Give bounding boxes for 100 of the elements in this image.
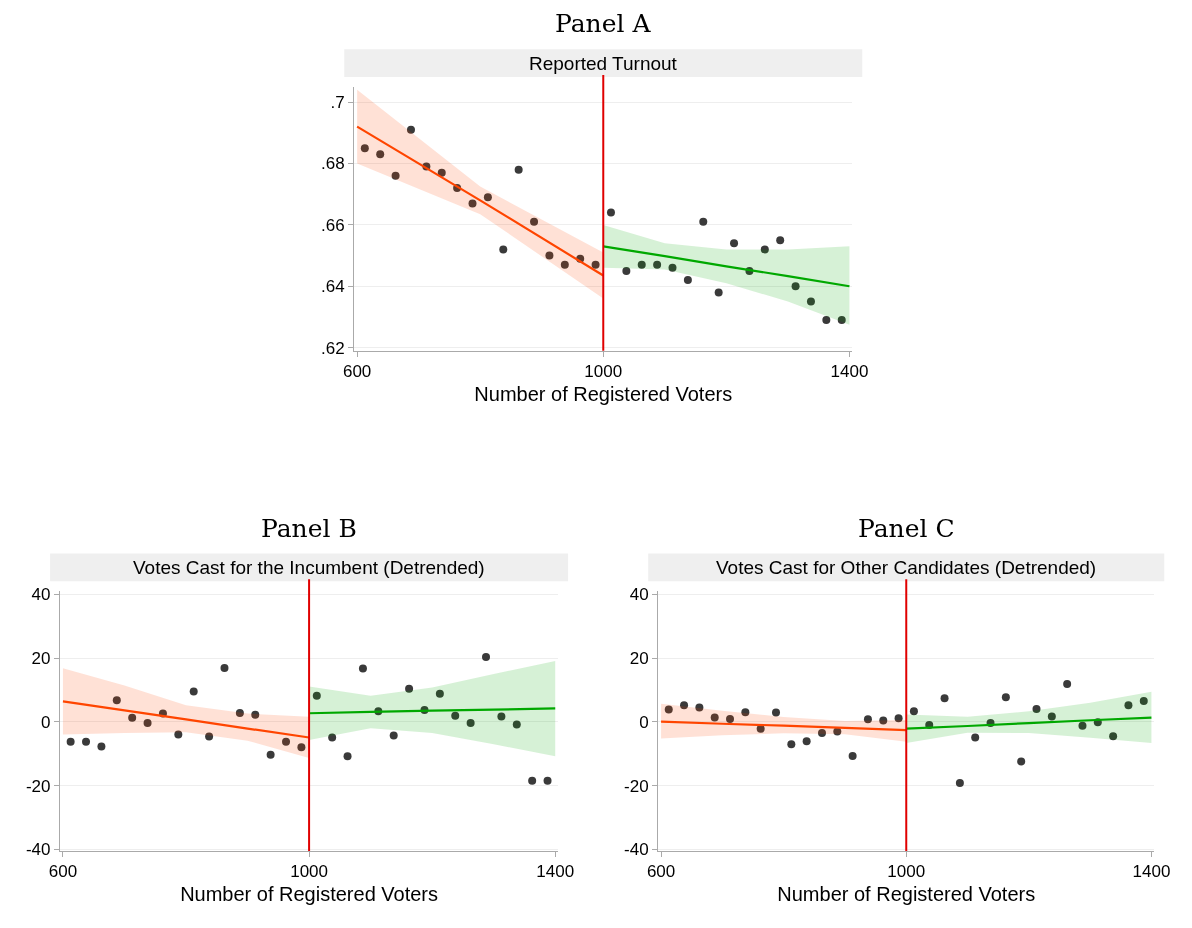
point (879, 716, 888, 725)
point (699, 217, 708, 226)
x-tick-label: 1000 (290, 862, 328, 882)
point (776, 236, 785, 245)
point (1124, 701, 1133, 710)
point (189, 687, 198, 696)
point (543, 776, 552, 785)
point (97, 742, 106, 751)
point (772, 708, 780, 717)
point (837, 316, 846, 325)
point (822, 316, 831, 325)
y-tick-label: .64 (321, 277, 345, 297)
point (894, 714, 903, 723)
point (940, 694, 949, 703)
x-tick-label: 600 (48, 862, 78, 882)
point (606, 208, 615, 217)
point (1063, 679, 1072, 688)
point (545, 251, 554, 260)
y-tick-label: 20 (629, 648, 649, 668)
point (328, 733, 337, 742)
point (1032, 705, 1041, 714)
point (1047, 712, 1056, 721)
point (1078, 721, 1087, 730)
y-tick-label: .7 (330, 93, 345, 113)
point (714, 288, 723, 297)
point (695, 703, 704, 712)
point (726, 714, 735, 723)
point (405, 684, 414, 693)
y-tick-label: -40 (25, 840, 51, 860)
line-series (659, 720, 908, 732)
x-tick-label: 1400 (830, 362, 869, 382)
point (174, 730, 183, 739)
point (235, 708, 244, 717)
point (482, 653, 491, 662)
point (730, 239, 739, 248)
point (512, 720, 521, 729)
x-tick-label: 1000 (584, 362, 623, 382)
x-axis-title: Number of Registered Voters (777, 882, 1036, 905)
point (955, 779, 964, 788)
point (806, 297, 815, 306)
point (787, 740, 796, 749)
point (435, 689, 444, 698)
point (66, 737, 75, 746)
point (710, 713, 719, 722)
point (128, 713, 137, 722)
point (468, 199, 477, 208)
x-axis-title: Number of Registered Voters (180, 882, 439, 905)
point (791, 282, 800, 291)
point (1139, 697, 1148, 706)
y-tick-label: -20 (624, 776, 649, 796)
point (848, 751, 857, 760)
x-tick-label: 600 (342, 362, 372, 382)
y-tick-label: 0 (41, 712, 51, 732)
point (741, 708, 750, 717)
chart-title: Panel A (555, 9, 652, 38)
point (358, 664, 367, 673)
y-tick-label: 0 (639, 712, 649, 732)
point (499, 245, 508, 254)
y-tick-label: 40 (31, 585, 51, 605)
point (528, 776, 537, 785)
point (466, 719, 475, 728)
y-tick-label: .66 (321, 215, 345, 235)
chart-title: Panel B (261, 514, 357, 543)
point (664, 705, 673, 714)
x-tick-label: 1400 (536, 862, 575, 882)
point (802, 737, 811, 746)
point (391, 171, 400, 180)
y-tick-label: -40 (624, 840, 649, 860)
point (817, 729, 826, 738)
x-tick-label: 1000 (887, 862, 926, 882)
point (683, 276, 692, 285)
y-tick-label: .68 (321, 154, 345, 174)
point (560, 260, 569, 269)
line-series (602, 245, 851, 288)
line-series (61, 700, 311, 739)
chart-title: Panel C (858, 514, 955, 543)
chart-subtitle: Votes Cast for the Incumbent (Detrended) (133, 557, 485, 578)
point (343, 752, 352, 761)
x-tick-label: 600 (646, 862, 676, 882)
point (863, 715, 872, 724)
point (622, 266, 631, 275)
x-tick-label: 1400 (1132, 862, 1171, 882)
point (483, 193, 492, 202)
point (451, 711, 460, 720)
y-tick-label: .62 (321, 338, 345, 358)
point (760, 245, 769, 254)
point (297, 743, 306, 752)
point (1017, 757, 1026, 766)
point (251, 710, 260, 719)
point (112, 696, 121, 705)
x-axis-title: Number of Registered Voters (474, 382, 733, 405)
point (220, 663, 229, 672)
point (82, 737, 91, 746)
point (514, 165, 523, 174)
point (637, 260, 646, 269)
point (497, 712, 506, 721)
point (360, 144, 369, 153)
point (143, 719, 152, 728)
point (282, 737, 291, 746)
y-tick-label: 20 (31, 648, 51, 668)
